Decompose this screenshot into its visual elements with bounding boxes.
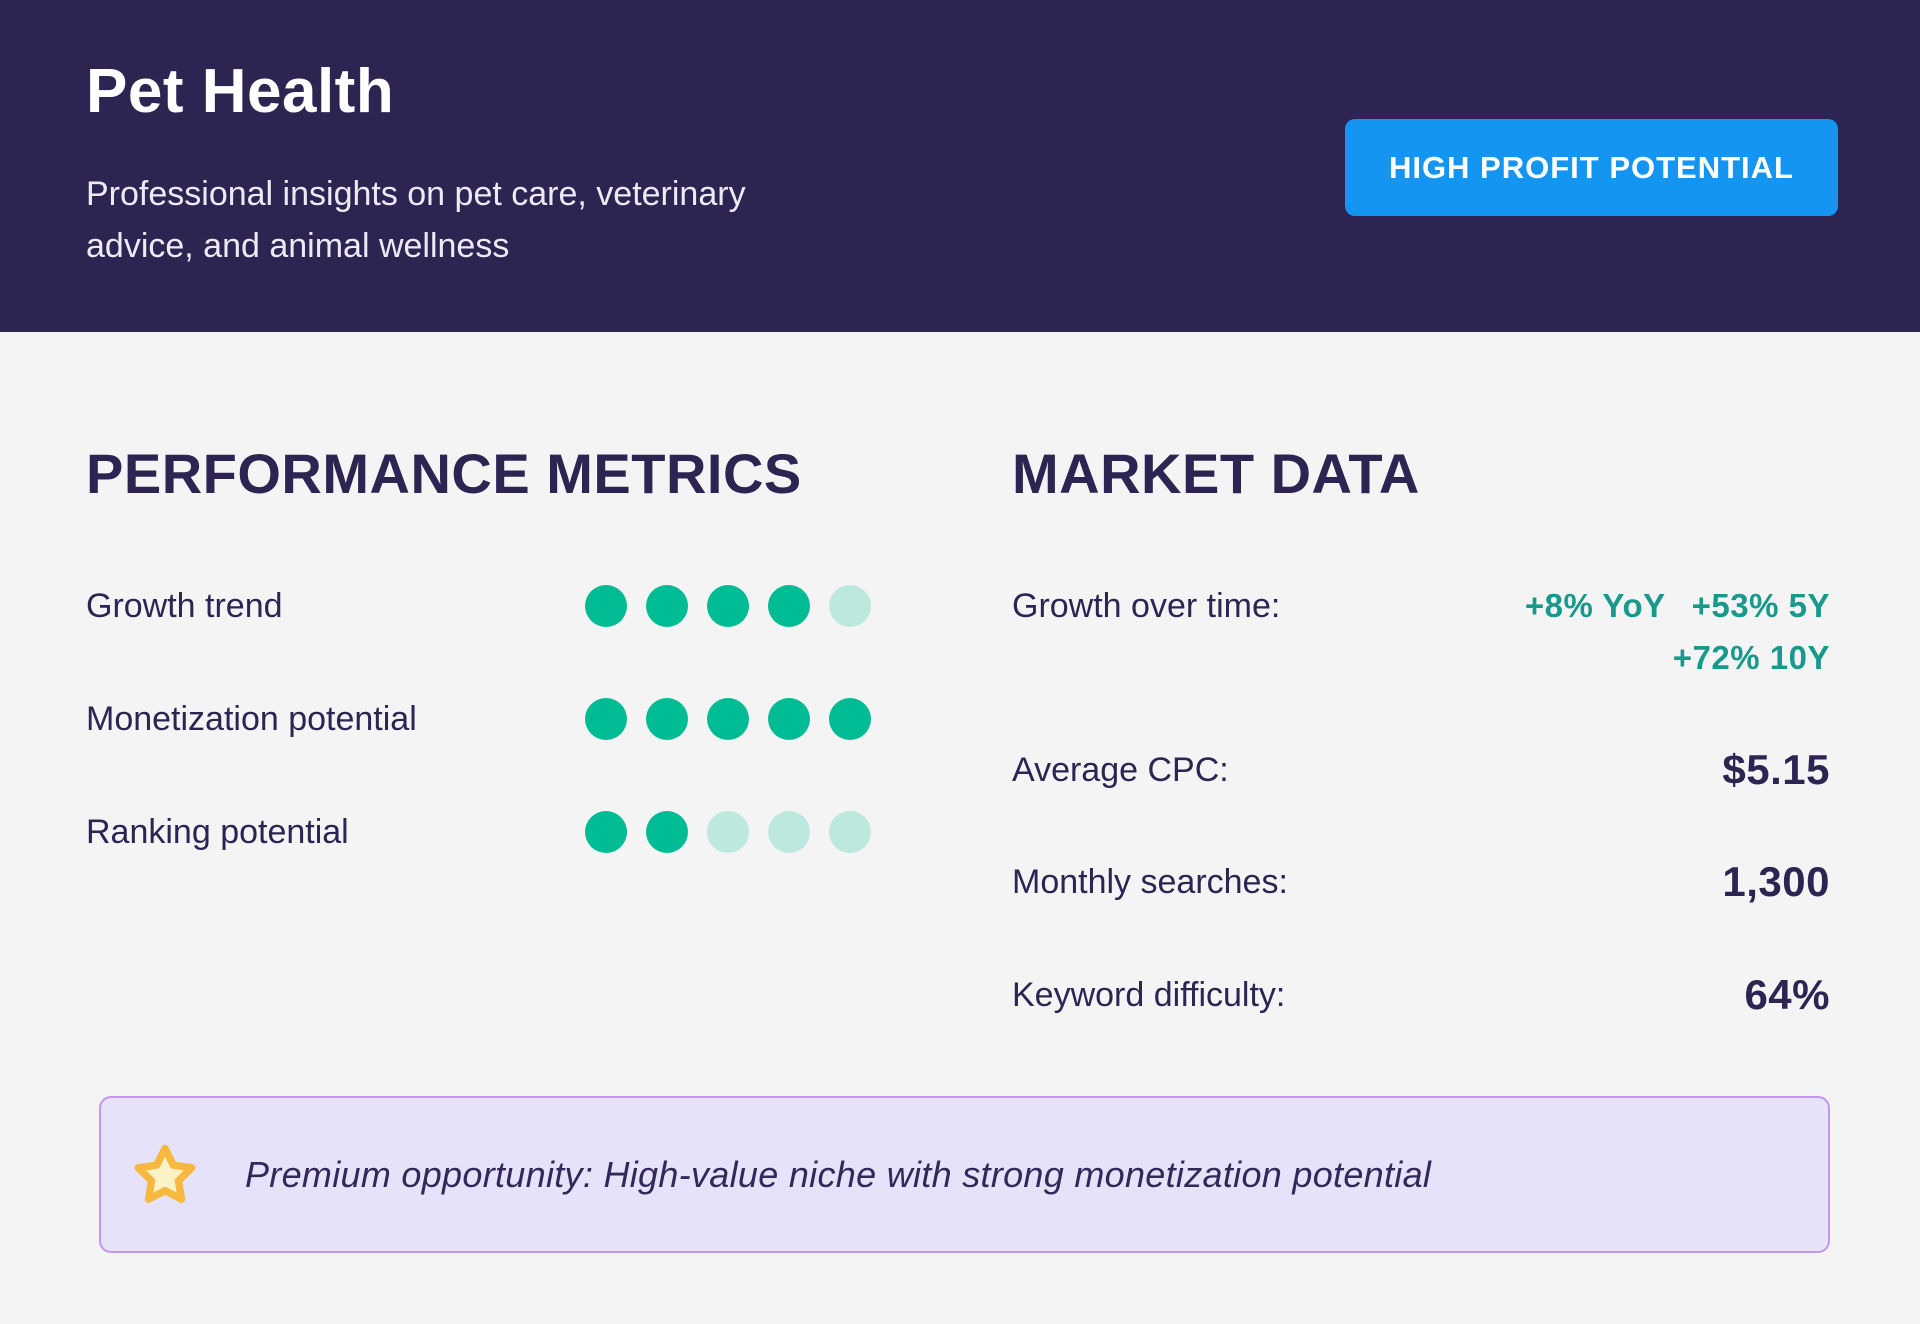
growth-5y-value: +53% 5Y — [1691, 587, 1830, 624]
market-label: Monthly searches: — [1012, 863, 1288, 901]
page-title: Pet Health — [86, 57, 395, 126]
market-label: Growth over time: — [1012, 587, 1281, 625]
score-dot-empty — [829, 811, 871, 853]
score-dots — [585, 811, 871, 853]
high-profit-potential-badge[interactable]: HIGH PROFIT POTENTIAL — [1344, 119, 1838, 216]
premium-opportunity-text: Premium opportunity: High-value niche wi… — [245, 1153, 1432, 1195]
monthly-searches-value: 1,300 — [1722, 858, 1830, 905]
score-dots — [585, 698, 871, 740]
score-dot-filled — [646, 698, 688, 740]
score-dot-filled — [585, 585, 627, 627]
score-dot-filled — [646, 585, 688, 627]
score-dot-filled — [707, 698, 749, 740]
market-row-growth-over-time: Growth over time: +8% YoY +53% 5Y +72% 1… — [1012, 580, 1830, 684]
growth-10y-value: +72% 10Y — [1672, 639, 1830, 676]
score-dot-empty — [829, 585, 871, 627]
premium-opportunity-banner: Premium opportunity: High-value niche wi… — [99, 1096, 1830, 1253]
header: Pet Health Professional insights on pet … — [0, 0, 1920, 332]
score-dot-filled — [646, 811, 688, 853]
market-data-heading: MARKET DATA — [1012, 442, 1420, 505]
metric-row-ranking-potential: Ranking potential — [86, 811, 886, 853]
score-dot-empty — [707, 811, 749, 853]
average-cpc-value: $5.15 — [1722, 746, 1830, 793]
metric-row-growth-trend: Growth trend — [86, 585, 886, 627]
score-dot-filled — [585, 811, 627, 853]
score-dot-filled — [585, 698, 627, 740]
page-subtitle: Professional insights on pet care, veter… — [86, 175, 746, 265]
score-dot-filled — [768, 698, 810, 740]
metric-label: Monetization potential — [86, 699, 417, 738]
growth-values: +8% YoY +53% 5Y +72% 10Y — [1525, 580, 1830, 684]
growth-values-line1: +8% YoY +53% 5Y — [1525, 580, 1830, 632]
star-icon — [134, 1144, 196, 1203]
market-row-monthly-searches: Monthly searches: 1,300 — [1012, 854, 1830, 910]
metric-label: Ranking potential — [86, 812, 349, 851]
performance-metrics-heading: PERFORMANCE METRICS — [86, 442, 802, 505]
market-label: Average CPC: — [1012, 751, 1229, 789]
score-dots — [585, 585, 871, 627]
score-dot-filled — [768, 585, 810, 627]
metric-label: Growth trend — [86, 586, 283, 625]
market-label: Keyword difficulty: — [1012, 976, 1286, 1014]
market-row-average-cpc: Average CPC: $5.15 — [1012, 742, 1830, 798]
market-row-keyword-difficulty: Keyword difficulty: 64% — [1012, 967, 1830, 1023]
metric-row-monetization-potential: Monetization potential — [86, 698, 886, 740]
growth-yoy-value: +8% YoY — [1524, 587, 1666, 624]
score-dot-filled — [829, 698, 871, 740]
score-dot-filled — [707, 585, 749, 627]
keyword-difficulty-value: 64% — [1744, 971, 1830, 1018]
score-dot-empty — [768, 811, 810, 853]
